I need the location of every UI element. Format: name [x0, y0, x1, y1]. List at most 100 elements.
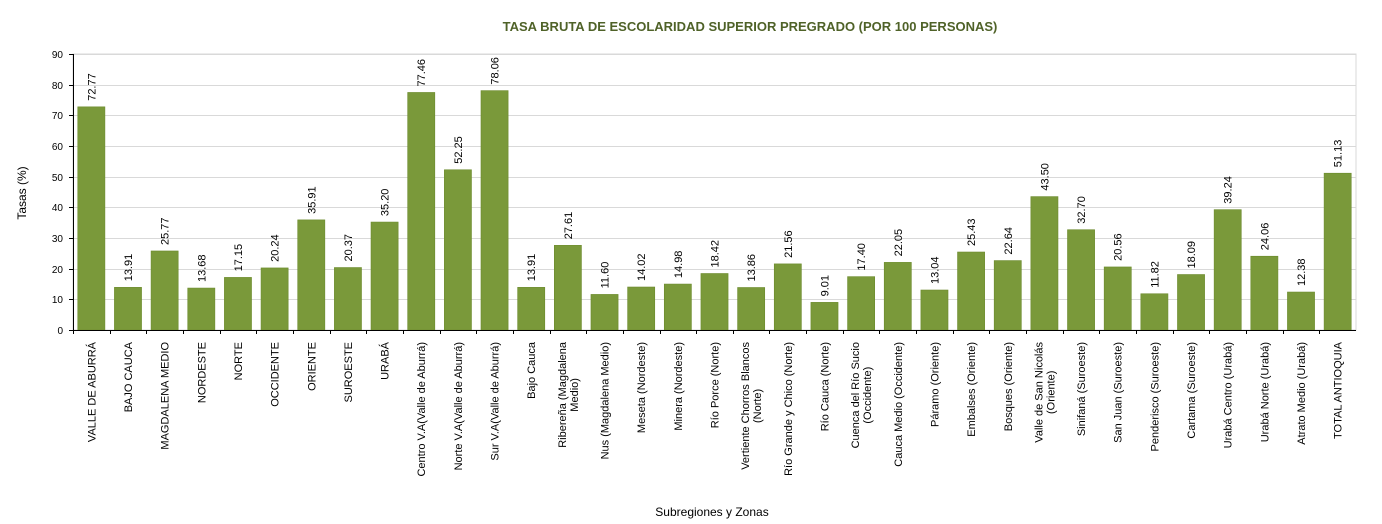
x-tick-label: Cartama (Suroeste)	[1186, 342, 1198, 439]
data-label: 9.01	[820, 275, 832, 296]
y-tick-label: 0	[57, 326, 63, 337]
data-label: 18.42	[710, 240, 722, 268]
x-tick-label: Atrato Medio (Urabá)	[1296, 342, 1308, 445]
bar	[1140, 293, 1169, 331]
data-label: 14.98	[673, 251, 685, 279]
data-label: 13.91	[123, 254, 135, 282]
data-label: 43.50	[1039, 163, 1051, 191]
bar	[1067, 229, 1095, 331]
data-label: 13.04	[929, 256, 941, 284]
bar	[700, 273, 729, 331]
x-tick-label: Río Porce (Norte)	[710, 342, 722, 428]
y-tick-label: 50	[52, 173, 64, 184]
x-tick-label: Minera (Nordeste)	[673, 342, 685, 431]
x-tick-label: Norte V.A(Valle de Aburrá)	[453, 342, 465, 470]
bar	[627, 286, 656, 331]
x-tick-label: MAGDALENA MEDIO	[160, 342, 172, 450]
value-labels: 72.77 13.91 25.77 13.68 17.15 20.24 35.91 20.37…	[86, 57, 1344, 296]
data-label: 52.25	[453, 136, 465, 164]
data-label: 35.91	[306, 186, 318, 214]
bar	[77, 106, 106, 331]
bar	[1213, 209, 1242, 331]
bar	[920, 289, 949, 331]
data-label: 18.09	[1186, 241, 1198, 269]
data-label: 27.61	[563, 212, 575, 240]
y-tick-label: 80	[52, 81, 64, 92]
data-label: 12.38	[1296, 258, 1308, 286]
x-tick-label: Embalses (Oriente)	[966, 342, 978, 437]
bar	[114, 287, 142, 331]
data-label: 25.43	[966, 218, 978, 246]
x-tick-label: Nus (Magdalena Medio)	[600, 342, 612, 459]
data-label: 14.02	[636, 253, 648, 281]
x-tick-label: Vertiente Chorros Blancos(Norte)	[740, 342, 764, 470]
bar	[663, 283, 692, 331]
data-label: 39.24	[1223, 176, 1235, 204]
x-tick-label: Sur V.A(Valle de Aburrá)	[490, 342, 502, 461]
data-label: 51.13	[1333, 140, 1345, 168]
y-tick-label: 70	[52, 111, 64, 122]
bar	[737, 287, 766, 331]
x-tick-label: Páramo (Oriente)	[929, 342, 941, 427]
data-label: 21.56	[783, 230, 795, 258]
x-tick-label: Río Grande y Chico (Norte)	[783, 342, 795, 476]
bar	[554, 245, 582, 331]
x-tick-label: NORDESTE	[196, 342, 208, 403]
data-label: 72.77	[86, 73, 98, 101]
y-tick-label: 10	[52, 295, 64, 306]
data-label: 22.05	[893, 229, 905, 257]
bar	[297, 219, 326, 331]
data-label: 20.56	[1113, 233, 1125, 261]
data-label: 35.20	[380, 189, 392, 217]
bar	[260, 267, 289, 331]
bar	[1177, 274, 1205, 331]
x-tick-label: VALLE DE ABURRÁ	[85, 341, 98, 442]
bar	[444, 169, 472, 331]
bar	[1287, 291, 1315, 331]
bar	[517, 287, 546, 331]
bar	[150, 250, 179, 331]
bar	[847, 276, 876, 331]
bar	[1103, 266, 1132, 331]
data-label: 32.70	[1076, 196, 1088, 224]
data-label: 24.06	[1259, 223, 1271, 251]
bar	[1030, 196, 1059, 331]
data-label: 22.64	[1003, 227, 1015, 255]
x-tick-label: Centro V.A(Valle de Aburrá)	[416, 342, 428, 477]
axes	[69, 54, 1356, 334]
y-tick-labels: 0 10 20 30 40 50 60 70 80 90	[52, 50, 64, 337]
data-label: 13.91	[526, 254, 538, 282]
data-label: 17.40	[856, 243, 868, 271]
x-tick-label: TOTAL ANTIOQUIA	[1333, 341, 1345, 439]
x-tick-label: BAJO CAUCA	[123, 341, 135, 412]
bar	[370, 221, 399, 331]
y-tick-label: 20	[52, 265, 64, 276]
bar	[993, 260, 1022, 331]
x-tick-label: Valle de San Nicolás(Oriente)	[1033, 342, 1057, 443]
bar	[1323, 172, 1352, 331]
data-label: 13.68	[196, 254, 208, 282]
bar	[957, 251, 985, 331]
bar	[773, 263, 802, 331]
x-tick-label: Meseta (Nordeste)	[636, 342, 648, 433]
x-tick-label: OCCIDENTE	[270, 342, 282, 407]
x-tick-label: NORTE	[233, 342, 245, 380]
x-tick-labels: VALLE DE ABURRÁ BAJO CAUCA MAGDALENA MEDIO…	[85, 341, 1344, 476]
x-tick-label: SUROESTE	[343, 342, 355, 403]
x-axis-title: Subregiones y Zonas	[655, 505, 768, 519]
x-tick-label: Bajo Cauca	[526, 341, 538, 399]
data-label: 78.06	[490, 57, 502, 85]
bar	[590, 294, 619, 331]
bar	[1250, 255, 1279, 331]
bar	[187, 287, 216, 331]
data-label: 20.37	[343, 234, 355, 262]
data-label: 13.86	[746, 254, 758, 282]
x-tick-label: Ribereña (MagdalenaMedio)	[557, 341, 581, 448]
y-tick-label: 60	[52, 142, 64, 153]
x-tick-label: Bosques (Oriente)	[1003, 342, 1015, 431]
y-tick-label: 30	[52, 234, 64, 245]
y-tick-label: 40	[52, 203, 64, 214]
data-label: 25.77	[160, 217, 172, 245]
x-tick-label: ORIENTE	[306, 342, 318, 391]
